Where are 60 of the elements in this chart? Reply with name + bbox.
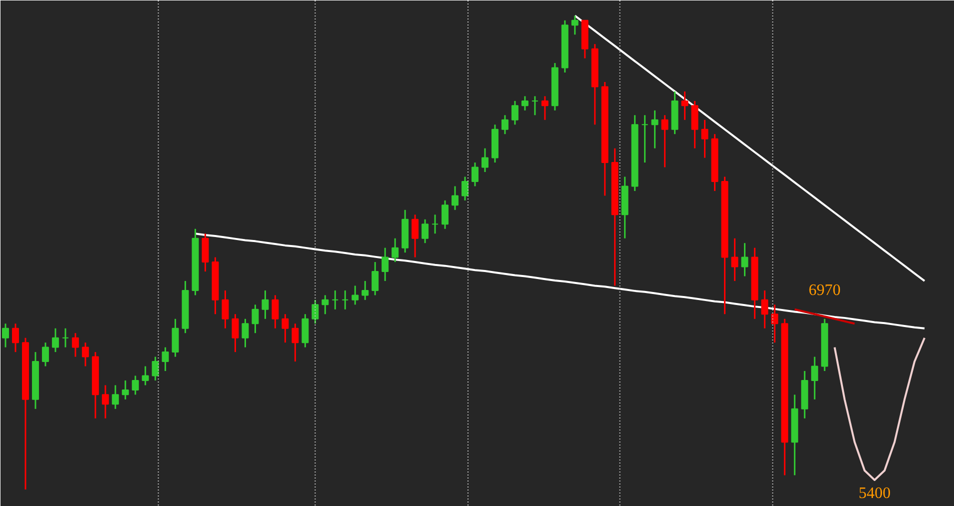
candlestick: [771, 304, 778, 344]
candlestick: [422, 218, 429, 244]
candlestick: [412, 214, 419, 258]
candlestick: [162, 346, 169, 372]
candlestick: [2, 322, 9, 348]
candlestick: [342, 290, 349, 310]
candlestick: [641, 114, 648, 164]
candlestick: [262, 290, 269, 320]
candlestick: [332, 290, 339, 310]
candlestick: [132, 374, 139, 396]
candlestick: [392, 238, 399, 263]
candlestick: [322, 294, 329, 315]
annotation: 6970: [808, 282, 841, 300]
candlestick: [481, 148, 488, 173]
candlestick: [152, 356, 159, 382]
candlestick: [252, 304, 259, 334]
candlestick: [442, 200, 449, 230]
candlestick: [172, 318, 179, 358]
candlestick: [112, 384, 119, 410]
candlestick: [242, 318, 249, 348]
candlestick: [452, 185, 459, 211]
candlestick: [472, 162, 478, 187]
candlestick: [102, 384, 109, 420]
candlestick: [811, 356, 818, 400]
candlestick: [122, 380, 129, 400]
candlestick: [202, 232, 209, 272]
candlestick: [352, 284, 359, 306]
candlestick: [292, 322, 299, 362]
candlestick: [142, 366, 149, 386]
candlestick: [651, 110, 658, 150]
candlestick: [82, 342, 89, 368]
candlestick: [511, 100, 518, 126]
candlestick: [462, 176, 469, 202]
candlestick: [701, 119, 708, 159]
candlestick: [272, 294, 279, 330]
candlestick: [741, 242, 748, 277]
candlestick: [382, 247, 389, 282]
candlestick: [52, 328, 59, 353]
candlestick: [62, 328, 69, 348]
candlestick: [222, 290, 229, 330]
candlestick: [72, 332, 79, 358]
candlestick: [372, 261, 379, 296]
candlestick: [12, 322, 19, 353]
candlestick: [761, 290, 768, 330]
candlestick: [282, 313, 289, 344]
candlestick: [432, 214, 439, 234]
candlestick: [571, 14, 578, 36]
candlestick: [681, 90, 688, 121]
annotation: 5400: [858, 485, 891, 502]
candlestick: [731, 238, 738, 282]
candlestick: [521, 95, 528, 112]
candlestick: [42, 342, 49, 368]
candlestick: [302, 313, 309, 348]
candlestick: [691, 100, 698, 150]
candlestick: [531, 95, 538, 116]
candlestick: [501, 114, 508, 135]
candlestick: [541, 95, 548, 121]
candlestick: [362, 280, 369, 301]
candlestick: [661, 114, 668, 168]
candlestick: [232, 313, 239, 353]
